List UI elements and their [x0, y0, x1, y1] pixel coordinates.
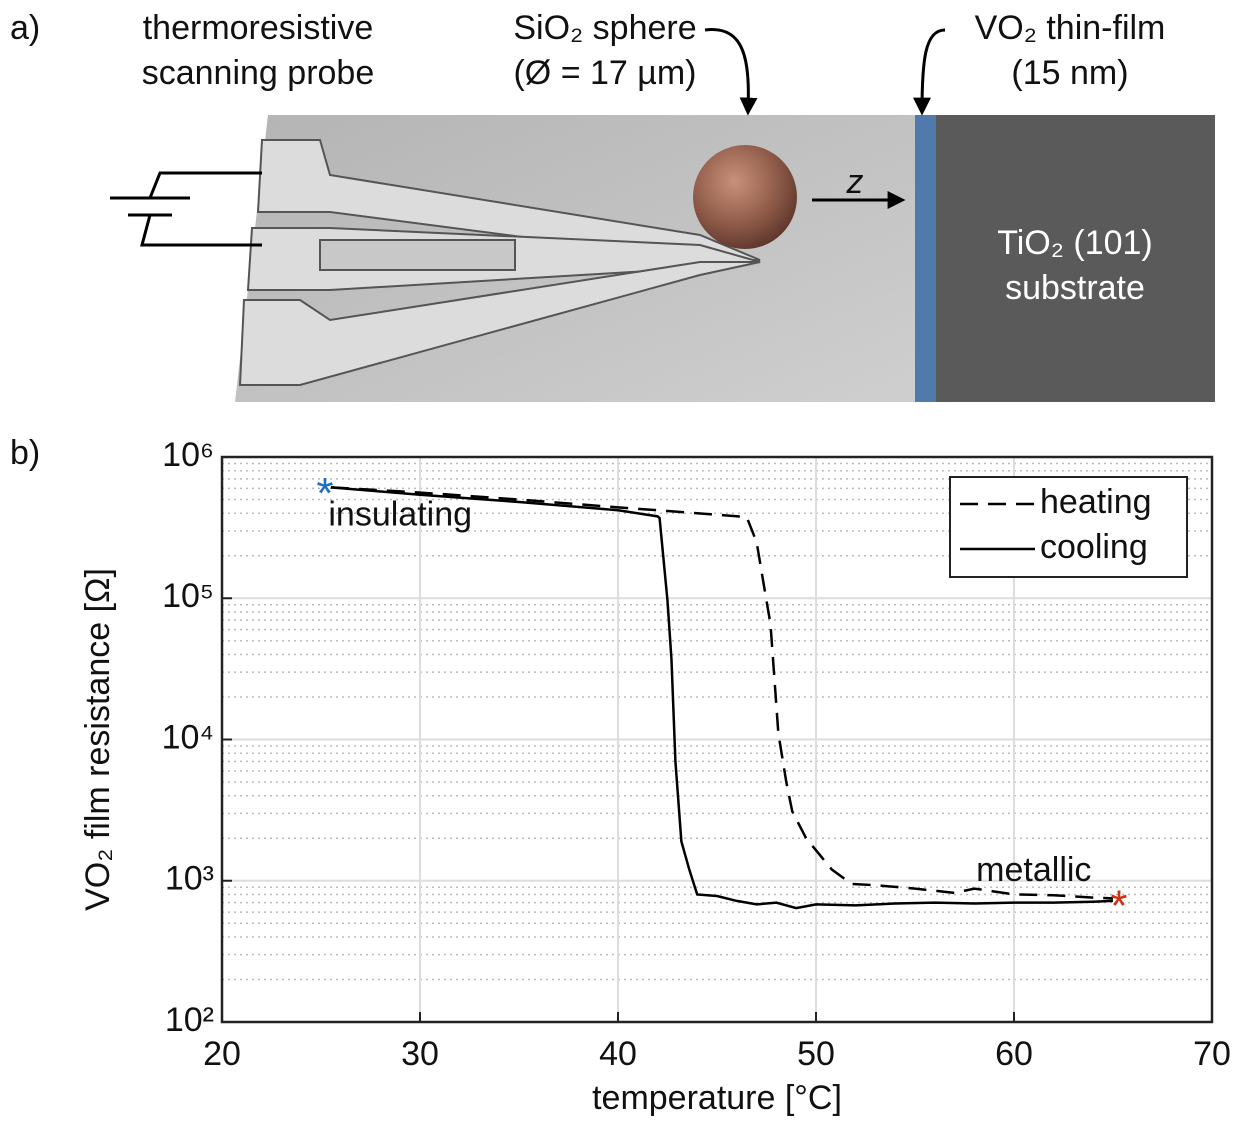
chart: 20 30 40 50 60 70 10² 10³ 10⁴ 10⁵ 10⁶ temperature [… — [79, 436, 1231, 1117]
y-tick-label: 10⁶ — [162, 436, 214, 474]
sphere-label: SiO₂ sphere — [513, 9, 696, 47]
line — [330, 486, 1114, 900]
film-label: VO₂ thin-film — [975, 9, 1166, 47]
sphere-arrow — [704, 28, 758, 116]
legend-label: cooling — [1040, 528, 1148, 566]
vo2-film — [915, 115, 936, 402]
x-tick-label: 60 — [995, 1035, 1033, 1073]
sphere-label: (Ø = 17 µm) — [513, 54, 696, 92]
film-label: (15 nm) — [1011, 54, 1128, 92]
line — [330, 486, 1114, 910]
x-tick-label: 20 — [203, 1035, 241, 1073]
probe — [238, 139, 761, 386]
y-tick-label: 10² — [165, 1001, 214, 1039]
annotation: metallic — [976, 851, 1091, 889]
y-tick-label: 10³ — [165, 860, 214, 898]
annotation: insulating — [328, 495, 472, 533]
panel-a: a) thermoresistive scanning probe SiO₂ s… — [10, 9, 1215, 402]
probe-label: thermoresistive — [143, 9, 374, 47]
star-marker: * — [316, 469, 333, 518]
y-axis-label: VO₂ film resistance [Ω] — [79, 568, 117, 911]
axes-frame — [220, 455, 1214, 1024]
film-arrow — [913, 28, 946, 116]
star-marker: * — [1110, 882, 1127, 931]
panel-label: a) — [10, 9, 40, 47]
probe-label: scanning probe — [142, 54, 375, 92]
substrate — [936, 115, 1215, 402]
x-axis-label: temperature [°C] — [592, 1079, 842, 1117]
y-tick-label: 10⁴ — [162, 718, 214, 756]
y-tick-label: 10⁵ — [162, 577, 214, 615]
axis-label: z — [846, 163, 864, 201]
legend-label: heating — [1040, 483, 1152, 521]
x-tick-label: 40 — [599, 1035, 637, 1073]
x-tick-label: 50 — [797, 1035, 835, 1073]
substrate-label: TiO₂ (101) — [997, 224, 1153, 262]
panel-label: b) — [10, 434, 40, 472]
circuit — [110, 171, 262, 247]
sphere — [693, 145, 797, 249]
x-tick-label: 30 — [401, 1035, 439, 1073]
x-tick-label: 70 — [1193, 1035, 1231, 1073]
legend-box — [949, 476, 1188, 578]
substrate-label: substrate — [1005, 269, 1145, 307]
